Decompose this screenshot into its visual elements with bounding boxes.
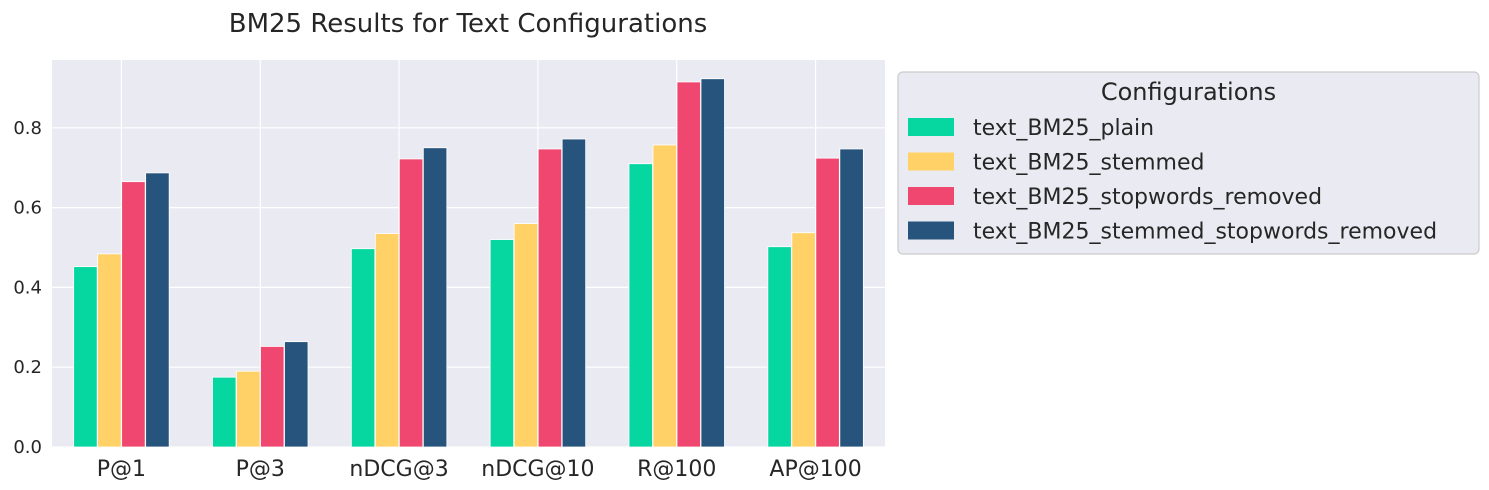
bar-text_BM25_stemmed-P@1: [97, 253, 122, 448]
bar-text_BM25_stopwords_removed-P@1: [121, 181, 146, 448]
bar-text_BM25_plain-P@1: [73, 266, 98, 448]
x-tick-label: AP@100: [769, 457, 861, 482]
legend-box: [897, 71, 1480, 255]
legend-entry: text_BM25_plain: [973, 116, 1154, 141]
legend-swatch: [908, 187, 954, 205]
chart-title: BM25 Results for Text Configurations: [229, 9, 708, 39]
bar-text_BM25_stemmed_stopwords_removed-P@3: [284, 341, 309, 448]
bar-text_BM25_stopwords_removed-P@3: [260, 346, 285, 448]
bar-text_BM25_stemmed-R@100: [652, 144, 677, 448]
bar-text_BM25_plain-nDCG@10: [489, 239, 515, 448]
bars: [73, 78, 864, 448]
bar-text_BM25_plain-R@100: [628, 163, 653, 448]
legend-swatch: [908, 152, 954, 171]
bar-text_BM25_stemmed-nDCG@3: [374, 233, 400, 448]
bar-text_BM25_stopwords_removed-AP@100: [815, 157, 840, 448]
bar-text_BM25_plain-AP@100: [767, 246, 792, 448]
bar-text_BM25_stemmed-P@3: [236, 370, 261, 448]
x-tick-label: P@1: [97, 457, 146, 482]
bar-text_BM25_stemmed_stopwords_removed-R@100: [700, 78, 725, 448]
bar-text_BM25_stopwords_removed-nDCG@3: [398, 158, 424, 448]
bar-text_BM25_stemmed_stopwords_removed-AP@100: [839, 148, 864, 448]
legend-entry: text_BM25_stopwords_removed: [973, 185, 1322, 210]
x-tick-label: nDCG@10: [481, 457, 594, 482]
bar-text_BM25_plain-P@3: [212, 376, 237, 448]
bar-text_BM25_stemmed_stopwords_removed-nDCG@3: [422, 147, 448, 448]
legend-title: Configurations: [1101, 78, 1276, 106]
legend-entry: text_BM25_stemmed: [973, 151, 1204, 176]
bar-text_BM25_stemmed-AP@100: [791, 232, 816, 448]
legend-swatch: [908, 118, 954, 136]
legend-swatch: [908, 221, 954, 240]
bar-text_BM25_stemmed-nDCG@10: [513, 223, 539, 448]
bar-text_BM25_stopwords_removed-R@100: [676, 81, 701, 448]
bar-text_BM25_stemmed_stopwords_removed-nDCG@10: [561, 138, 587, 448]
y-tick-label: 0.6: [13, 198, 42, 219]
bar-text_BM25_plain-nDCG@3: [350, 248, 376, 448]
plot-area: [52, 60, 885, 447]
y-tick-label: 0.0: [13, 437, 42, 458]
y-tick-label: 0.2: [13, 357, 42, 378]
x-axis-ticks: P@1 P@3 nDCG@3 nDCG@10 R@100 AP@100: [97, 457, 862, 482]
y-tick-label: 0.4: [13, 277, 42, 298]
y-axis-ticks: 0.0 0.2 0.4 0.6 0.8: [13, 118, 42, 458]
bar-text_BM25_stemmed_stopwords_removed-P@1: [145, 172, 170, 448]
legend-entry: text_BM25_stemmed_stopwords_removed: [973, 220, 1437, 245]
x-tick-label: R@100: [637, 457, 716, 482]
x-tick-label: nDCG@3: [349, 457, 448, 482]
legend-items: text_BM25_plain text_BM25_stemmed text_BM2…: [908, 116, 1437, 245]
legend: Configurations text_BM25_plaintext_BM25_…: [897, 71, 1480, 255]
x-tick-label: P@3: [236, 457, 285, 482]
bar-text_BM25_stopwords_removed-nDCG@10: [537, 148, 563, 448]
y-tick-label: 0.8: [13, 118, 42, 139]
